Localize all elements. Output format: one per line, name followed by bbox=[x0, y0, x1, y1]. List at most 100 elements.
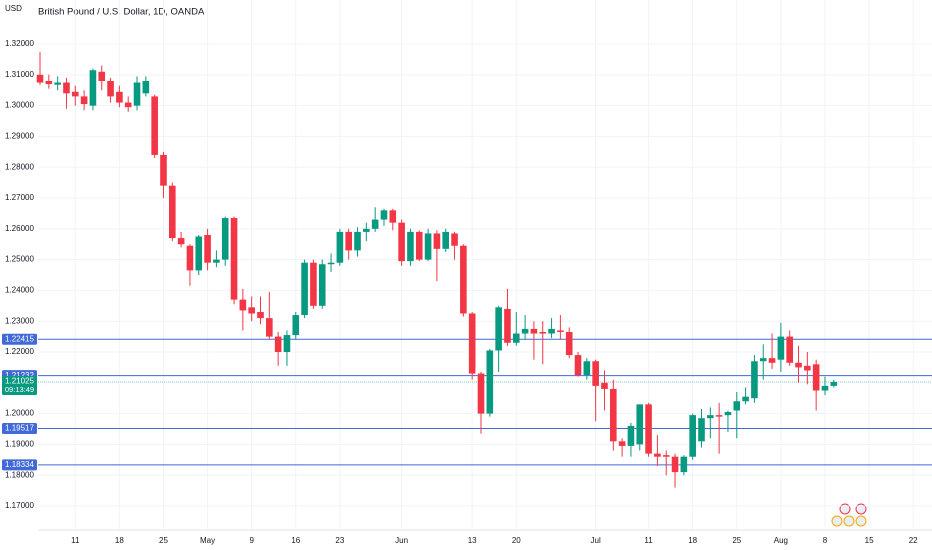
candle-body bbox=[142, 80, 150, 94]
candle-body bbox=[636, 404, 644, 445]
x-tick-label: 20 bbox=[512, 536, 521, 545]
x-tick-label: 11 bbox=[71, 536, 80, 545]
candle-body bbox=[292, 315, 300, 336]
candle-body bbox=[768, 358, 776, 363]
y-tick-label: 1.25000 bbox=[5, 255, 34, 264]
candle-body bbox=[460, 245, 467, 314]
candle-body bbox=[442, 231, 450, 249]
candle-body bbox=[680, 456, 688, 473]
candle-body bbox=[795, 362, 802, 368]
candle-body bbox=[627, 425, 635, 446]
candle-body bbox=[786, 336, 793, 363]
y-tick-label: 1.26000 bbox=[5, 224, 34, 233]
level-label: 1.21232 bbox=[5, 371, 34, 380]
event-icon bbox=[831, 515, 843, 527]
candle-body bbox=[301, 262, 308, 316]
x-tick-label: 25 bbox=[159, 536, 168, 545]
x-tick-label: 13 bbox=[468, 536, 477, 545]
candle-body bbox=[169, 185, 176, 239]
candle-body bbox=[195, 236, 203, 271]
candle-body bbox=[592, 361, 599, 386]
candle-body bbox=[133, 82, 141, 106]
candle-body bbox=[354, 231, 361, 251]
candle-body bbox=[671, 456, 679, 473]
candle-body bbox=[239, 299, 247, 311]
x-tick-label: Jul bbox=[591, 536, 601, 545]
candle-body bbox=[565, 331, 573, 356]
candle-body bbox=[724, 412, 732, 416]
candle-body bbox=[574, 355, 582, 376]
candle-body bbox=[539, 331, 547, 334]
candle-body bbox=[151, 96, 158, 155]
candle-body bbox=[257, 311, 264, 319]
candle-body bbox=[71, 91, 79, 97]
candle-body bbox=[468, 313, 476, 374]
candle-body bbox=[327, 262, 335, 265]
candle-body bbox=[63, 82, 70, 94]
candle-body bbox=[548, 328, 555, 334]
candle-body bbox=[336, 231, 344, 263]
candle-body bbox=[124, 102, 132, 108]
event-icon bbox=[839, 503, 851, 515]
candle-body bbox=[107, 80, 114, 97]
x-tick-label: 8 bbox=[823, 536, 828, 545]
candle-body bbox=[283, 335, 291, 352]
candle-body bbox=[451, 233, 458, 246]
level-label: 1.18334 bbox=[5, 460, 34, 469]
event-icon bbox=[843, 515, 855, 527]
candles bbox=[36, 52, 838, 488]
y-tick-label: 1.19000 bbox=[5, 439, 34, 448]
candle-body bbox=[715, 415, 723, 417]
y-tick-label: 1.29000 bbox=[5, 132, 34, 141]
candle-body bbox=[707, 415, 714, 419]
candle-body bbox=[654, 453, 661, 457]
candle-body bbox=[486, 350, 494, 414]
x-tick-label: 22 bbox=[909, 536, 918, 545]
candle-body bbox=[345, 231, 352, 251]
candle-body bbox=[221, 218, 229, 260]
candle-body bbox=[80, 96, 88, 105]
candle-body bbox=[160, 154, 167, 186]
candle-body bbox=[116, 91, 123, 103]
candle-body bbox=[662, 455, 670, 457]
y-tick-label: 1.32000 bbox=[5, 39, 34, 48]
candle-body bbox=[36, 74, 44, 83]
candle-body bbox=[407, 231, 414, 262]
countdown-label: 09:13:49 bbox=[5, 385, 34, 394]
last-price-label: 1.21025 bbox=[5, 377, 34, 386]
level-label: 1.22415 bbox=[5, 334, 34, 343]
candle-body bbox=[424, 233, 432, 260]
candle-body bbox=[495, 307, 502, 351]
candle-body bbox=[274, 336, 282, 352]
candle-body bbox=[645, 404, 652, 454]
candle-body bbox=[530, 328, 538, 334]
event-icon bbox=[855, 515, 867, 527]
x-tick-label: Jun bbox=[395, 536, 408, 545]
candle-body bbox=[751, 361, 758, 399]
candle-body bbox=[45, 80, 53, 85]
y-tick-label: 1.22000 bbox=[5, 347, 34, 356]
candle-body bbox=[812, 364, 820, 391]
candle-body bbox=[415, 231, 423, 260]
candle-body bbox=[512, 333, 520, 343]
candle-body bbox=[821, 385, 829, 391]
candle-body bbox=[433, 233, 441, 249]
candle-body bbox=[54, 82, 61, 85]
x-tick-label: 18 bbox=[688, 536, 697, 545]
candle-body bbox=[583, 361, 591, 376]
currency-label: USD bbox=[5, 4, 22, 13]
y-tick-label: 1.27000 bbox=[5, 193, 34, 202]
x-tick-label: Aug bbox=[774, 536, 788, 545]
level-label: 1.19517 bbox=[5, 424, 34, 433]
candle-body bbox=[557, 330, 564, 332]
x-tick-label: 25 bbox=[732, 536, 741, 545]
candle-body bbox=[504, 308, 511, 343]
candle-body bbox=[98, 71, 106, 81]
y-tick-label: 1.23000 bbox=[5, 316, 34, 325]
x-tick-label: May bbox=[200, 536, 215, 545]
x-tick-label: 18 bbox=[115, 536, 124, 545]
x-tick-label: 23 bbox=[335, 536, 344, 545]
candle-body bbox=[213, 259, 220, 263]
x-tick-label: 16 bbox=[291, 536, 300, 545]
candle-body bbox=[830, 382, 838, 386]
